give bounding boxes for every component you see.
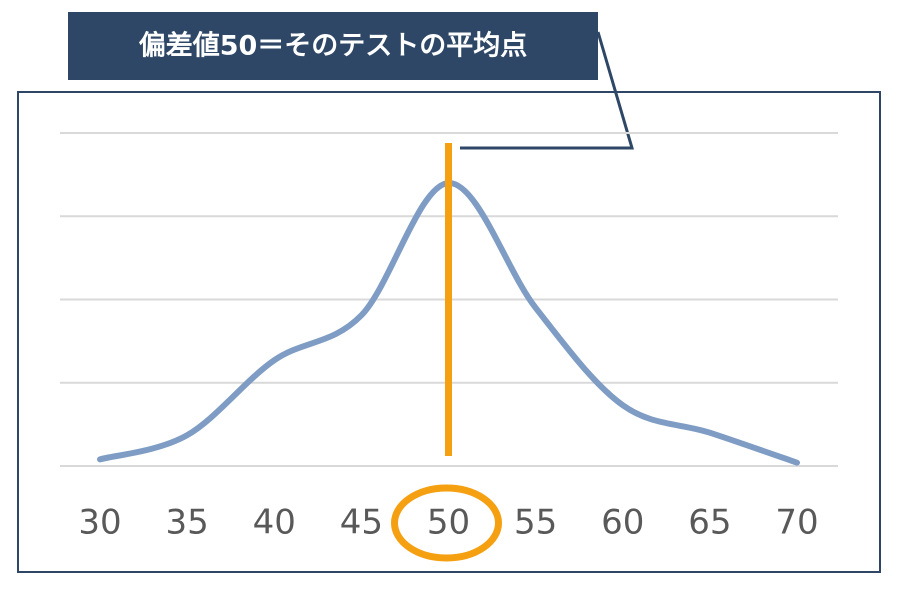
callout-box [68, 12, 598, 80]
x-tick-label: 50 [427, 503, 470, 543]
highlight-ring [391, 484, 502, 562]
x-tick-label: 30 [78, 503, 121, 543]
x-tick-label: 40 [253, 503, 296, 543]
x-tick-label: 55 [514, 503, 557, 543]
x-tick-label: 60 [601, 503, 644, 543]
x-tick-label: 65 [688, 503, 731, 543]
callout-text: 偏差値50＝そのテストの平均点 [139, 30, 528, 62]
x-tick-label: 35 [165, 503, 208, 543]
x-tick-label: 70 [775, 503, 818, 543]
x-tick-label: 45 [340, 503, 383, 543]
callout-tail [460, 31, 635, 150]
